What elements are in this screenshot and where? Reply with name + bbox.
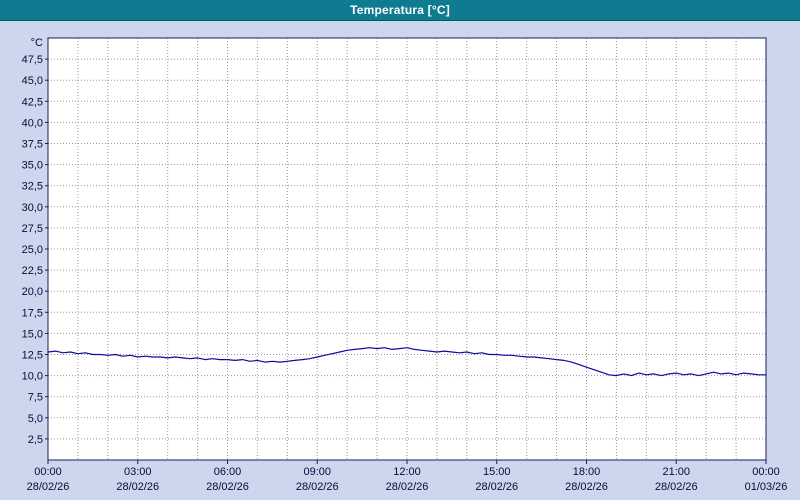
x-tick-date-label: 28/02/26 [655,481,698,493]
x-tick-date-label: 28/02/26 [27,481,70,493]
x-tick-time-label: 09:00 [303,466,331,478]
x-tick-time-label: 21:00 [662,466,690,478]
x-tick-time-label: 06:00 [214,466,242,478]
y-tick-label: 27,5 [22,223,43,235]
y-tick-label: 10,0 [22,371,43,383]
y-tick-label: 40,0 [22,117,43,129]
x-tick-date-label: 28/02/26 [116,481,159,493]
y-tick-label: 7,5 [28,392,43,404]
y-tick-label: 25,0 [22,244,43,256]
y-tick-label: 47,5 [22,54,43,66]
y-tick-label: 42,5 [22,96,43,108]
y-tick-label: 2,5 [28,434,43,446]
x-tick-date-label: 28/02/26 [386,481,429,493]
y-tick-label: 5,0 [28,413,43,425]
x-tick-date-label: 28/02/26 [565,481,608,493]
y-tick-label: 30,0 [22,202,43,214]
y-tick-label: 35,0 [22,160,43,172]
y-tick-label: 12,5 [22,350,43,362]
y-tick-label: 17,5 [22,307,43,319]
y-tick-label: 45,0 [22,75,43,87]
y-tick-label: 22,5 [22,265,43,277]
x-tick-date-label: 28/02/26 [475,481,518,493]
x-tick-date-label: 01/03/26 [745,481,788,493]
y-tick-label: 32,5 [22,181,43,193]
y-axis-unit-label: °C [31,37,43,49]
x-axis: 00:00 28/02/26 03:00 28/02/26 06:00 28/02/26 0… [27,460,788,493]
x-tick-time-label: 18:00 [573,466,601,478]
title-bar: Temperatura [°C] [0,0,800,21]
y-tick-label: 20,0 [22,286,43,298]
x-tick-time-label: 15:00 [483,466,511,478]
x-tick-time-label: 12:00 [393,466,421,478]
x-tick-date-label: 28/02/26 [206,481,249,493]
y-tick-label: 37,5 [22,139,43,151]
y-tick-label: 15,0 [22,328,43,340]
gridlines [48,38,766,460]
chart-title: Temperatura [°C] [350,3,450,17]
x-tick-time-label: 00:00 [752,466,780,478]
x-tick-time-label: 00:00 [34,466,62,478]
x-tick-time-label: 03:00 [124,466,152,478]
x-tick-date-label: 28/02/26 [296,481,339,493]
series-line-temperatura [47,347,767,377]
y-axis: 47,5 45,0 42,5 40,0 37,5 35,0 32,5 30,0 27,5 25,0… [22,37,48,446]
